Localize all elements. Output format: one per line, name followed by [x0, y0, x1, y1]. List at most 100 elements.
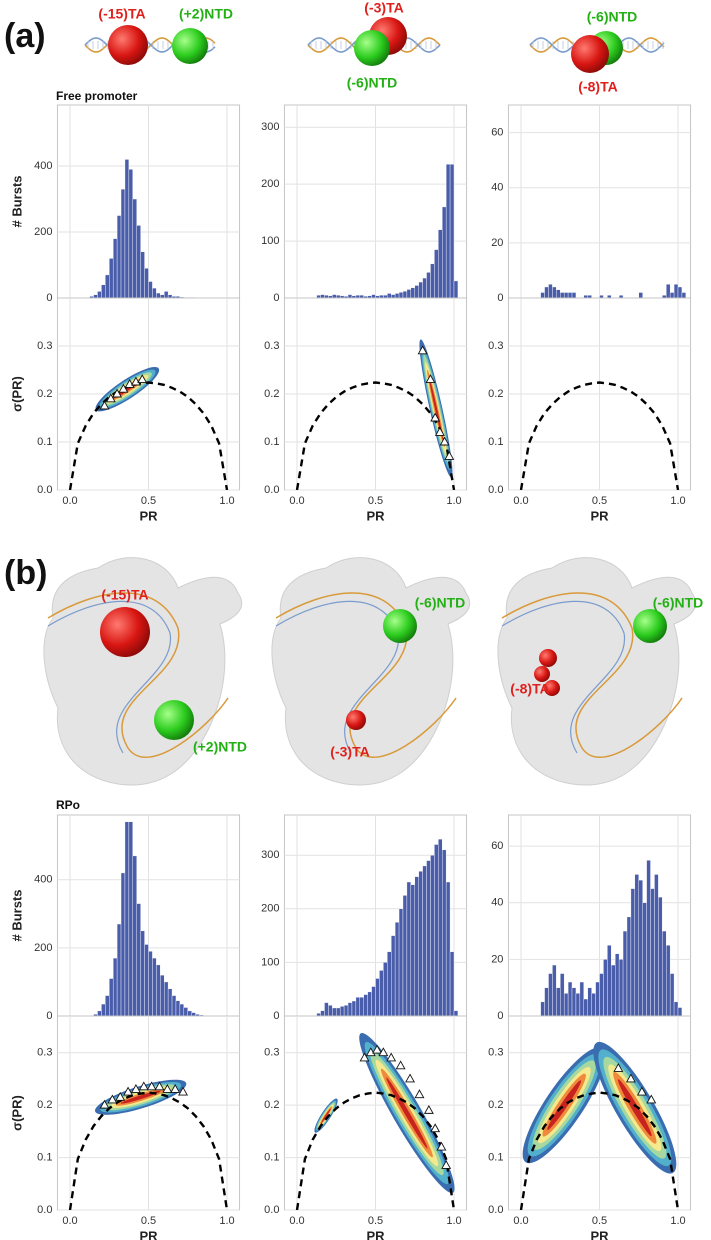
- y-tick-label: 400: [34, 874, 52, 886]
- y-tick-label: 60: [491, 840, 503, 852]
- triangle-marker: [386, 1052, 397, 1062]
- bar: [442, 206, 447, 299]
- triangle-marker: [425, 374, 436, 384]
- bar: [410, 884, 415, 1017]
- plot-content: [295, 1032, 456, 1210]
- plot-content: [295, 339, 456, 490]
- green-dye: [354, 30, 390, 66]
- bar: [615, 953, 620, 1017]
- y-tick-label: 0.0: [37, 1204, 52, 1216]
- triangle-marker: [434, 426, 445, 436]
- bar: [112, 238, 118, 299]
- x-tick-label: 0.5: [141, 1215, 156, 1227]
- triangle-marker: [646, 1094, 657, 1104]
- bar: [116, 923, 122, 1017]
- triangle-marker: [123, 1086, 134, 1096]
- bar: [156, 292, 161, 299]
- y-tick-label: 200: [34, 942, 52, 954]
- bar: [560, 292, 565, 299]
- bar: [449, 164, 455, 299]
- y-tick-label: 40: [491, 182, 503, 194]
- bar: [607, 945, 612, 1017]
- dye-label: (-3)TA: [364, 0, 403, 16]
- bar: [136, 903, 141, 1017]
- bar: [552, 964, 557, 1017]
- bar: [320, 1010, 325, 1017]
- y-tick-label: 0.1: [264, 436, 279, 448]
- dye-label: (-8)TA: [578, 79, 617, 95]
- bar: [426, 860, 431, 1017]
- triangle-marker: [439, 436, 450, 446]
- bar: [160, 974, 165, 1017]
- bar: [148, 281, 153, 299]
- bar: [560, 973, 565, 1017]
- bar: [363, 994, 368, 1017]
- bar: [406, 881, 412, 1017]
- bar: [638, 879, 643, 1017]
- dye-label: (-6)NTD: [653, 595, 704, 611]
- bar: [540, 1001, 545, 1017]
- bar: [402, 895, 408, 1017]
- red-dye: [108, 25, 148, 65]
- triangle-marker: [154, 1081, 165, 1091]
- dye-label: (+2)NTD: [179, 6, 233, 22]
- dye-spheres: [100, 17, 667, 740]
- triangle-marker: [124, 378, 135, 388]
- triangle-marker: [436, 1141, 447, 1151]
- y-tick-label: 200: [261, 903, 279, 915]
- panel-label: (b): [4, 554, 47, 592]
- red-dye: [346, 710, 366, 730]
- triangle-marker: [178, 1086, 189, 1096]
- chart: 0.0 0.5 1.0 0.0 0.1 0.2 0.3 PR: [264, 297, 468, 523]
- bar: [677, 1007, 683, 1017]
- y-tick-label: 0: [46, 292, 52, 304]
- dye-label: (-6)NTD: [347, 75, 398, 91]
- plot-content: [519, 1041, 680, 1210]
- y-tick-label: 40: [491, 897, 503, 909]
- triangle-marker: [430, 412, 441, 422]
- x-axis-label: PR: [139, 1228, 158, 1240]
- y-tick-label: 0.2: [37, 1099, 52, 1111]
- y-tick-label: 0.0: [488, 1204, 503, 1216]
- density-contour: [386, 1077, 428, 1149]
- bar: [398, 908, 404, 1017]
- bar: [343, 1005, 349, 1017]
- chart: 0.0 0.5 1.0 0.0 0.1 0.2 0.3 PR: [264, 1015, 468, 1240]
- red-dye: [539, 649, 557, 667]
- shot-noise-curve: [68, 381, 229, 490]
- condition-label: RPo: [56, 798, 80, 812]
- triangle-marker: [137, 374, 148, 384]
- bar: [540, 292, 545, 299]
- bar: [387, 293, 392, 299]
- triangle-marker: [162, 1083, 173, 1093]
- y-tick-label: 0.1: [488, 1151, 503, 1163]
- triangle-marker: [378, 1047, 389, 1057]
- chart: 0.0 0.5 1.0 0.0 0.1 0.2 0.3 σ(PR) PR: [9, 1015, 241, 1240]
- triangle-marker: [444, 450, 455, 460]
- bar: [630, 888, 636, 1017]
- bar: [163, 291, 169, 299]
- bar: [434, 844, 439, 1017]
- bar: [414, 876, 419, 1017]
- y-tick-label: 0.2: [264, 1099, 279, 1111]
- triangle-marker: [625, 1073, 636, 1083]
- bar: [339, 1006, 345, 1017]
- bar: [144, 268, 149, 299]
- bar: [124, 159, 130, 299]
- green-dye: [172, 28, 208, 64]
- bar: [662, 930, 667, 1017]
- bar: [544, 286, 549, 299]
- chart: 0.0 0.5 1.0 0.0 0.1 0.2 0.3 σ(PR) PR: [9, 297, 241, 523]
- dye-label: (-6)NTD: [587, 9, 638, 25]
- red-dye: [534, 666, 550, 682]
- bar: [336, 1007, 341, 1017]
- x-tick-label: 0.5: [368, 1215, 383, 1227]
- y-tick-label: 0: [497, 292, 503, 304]
- triangle-marker: [146, 1081, 157, 1091]
- dna-strand: [275, 592, 457, 758]
- panel-label: (a): [4, 17, 46, 55]
- bar: [556, 289, 561, 299]
- bar: [442, 849, 447, 1017]
- green-dye: [154, 700, 194, 740]
- bar: [567, 981, 573, 1017]
